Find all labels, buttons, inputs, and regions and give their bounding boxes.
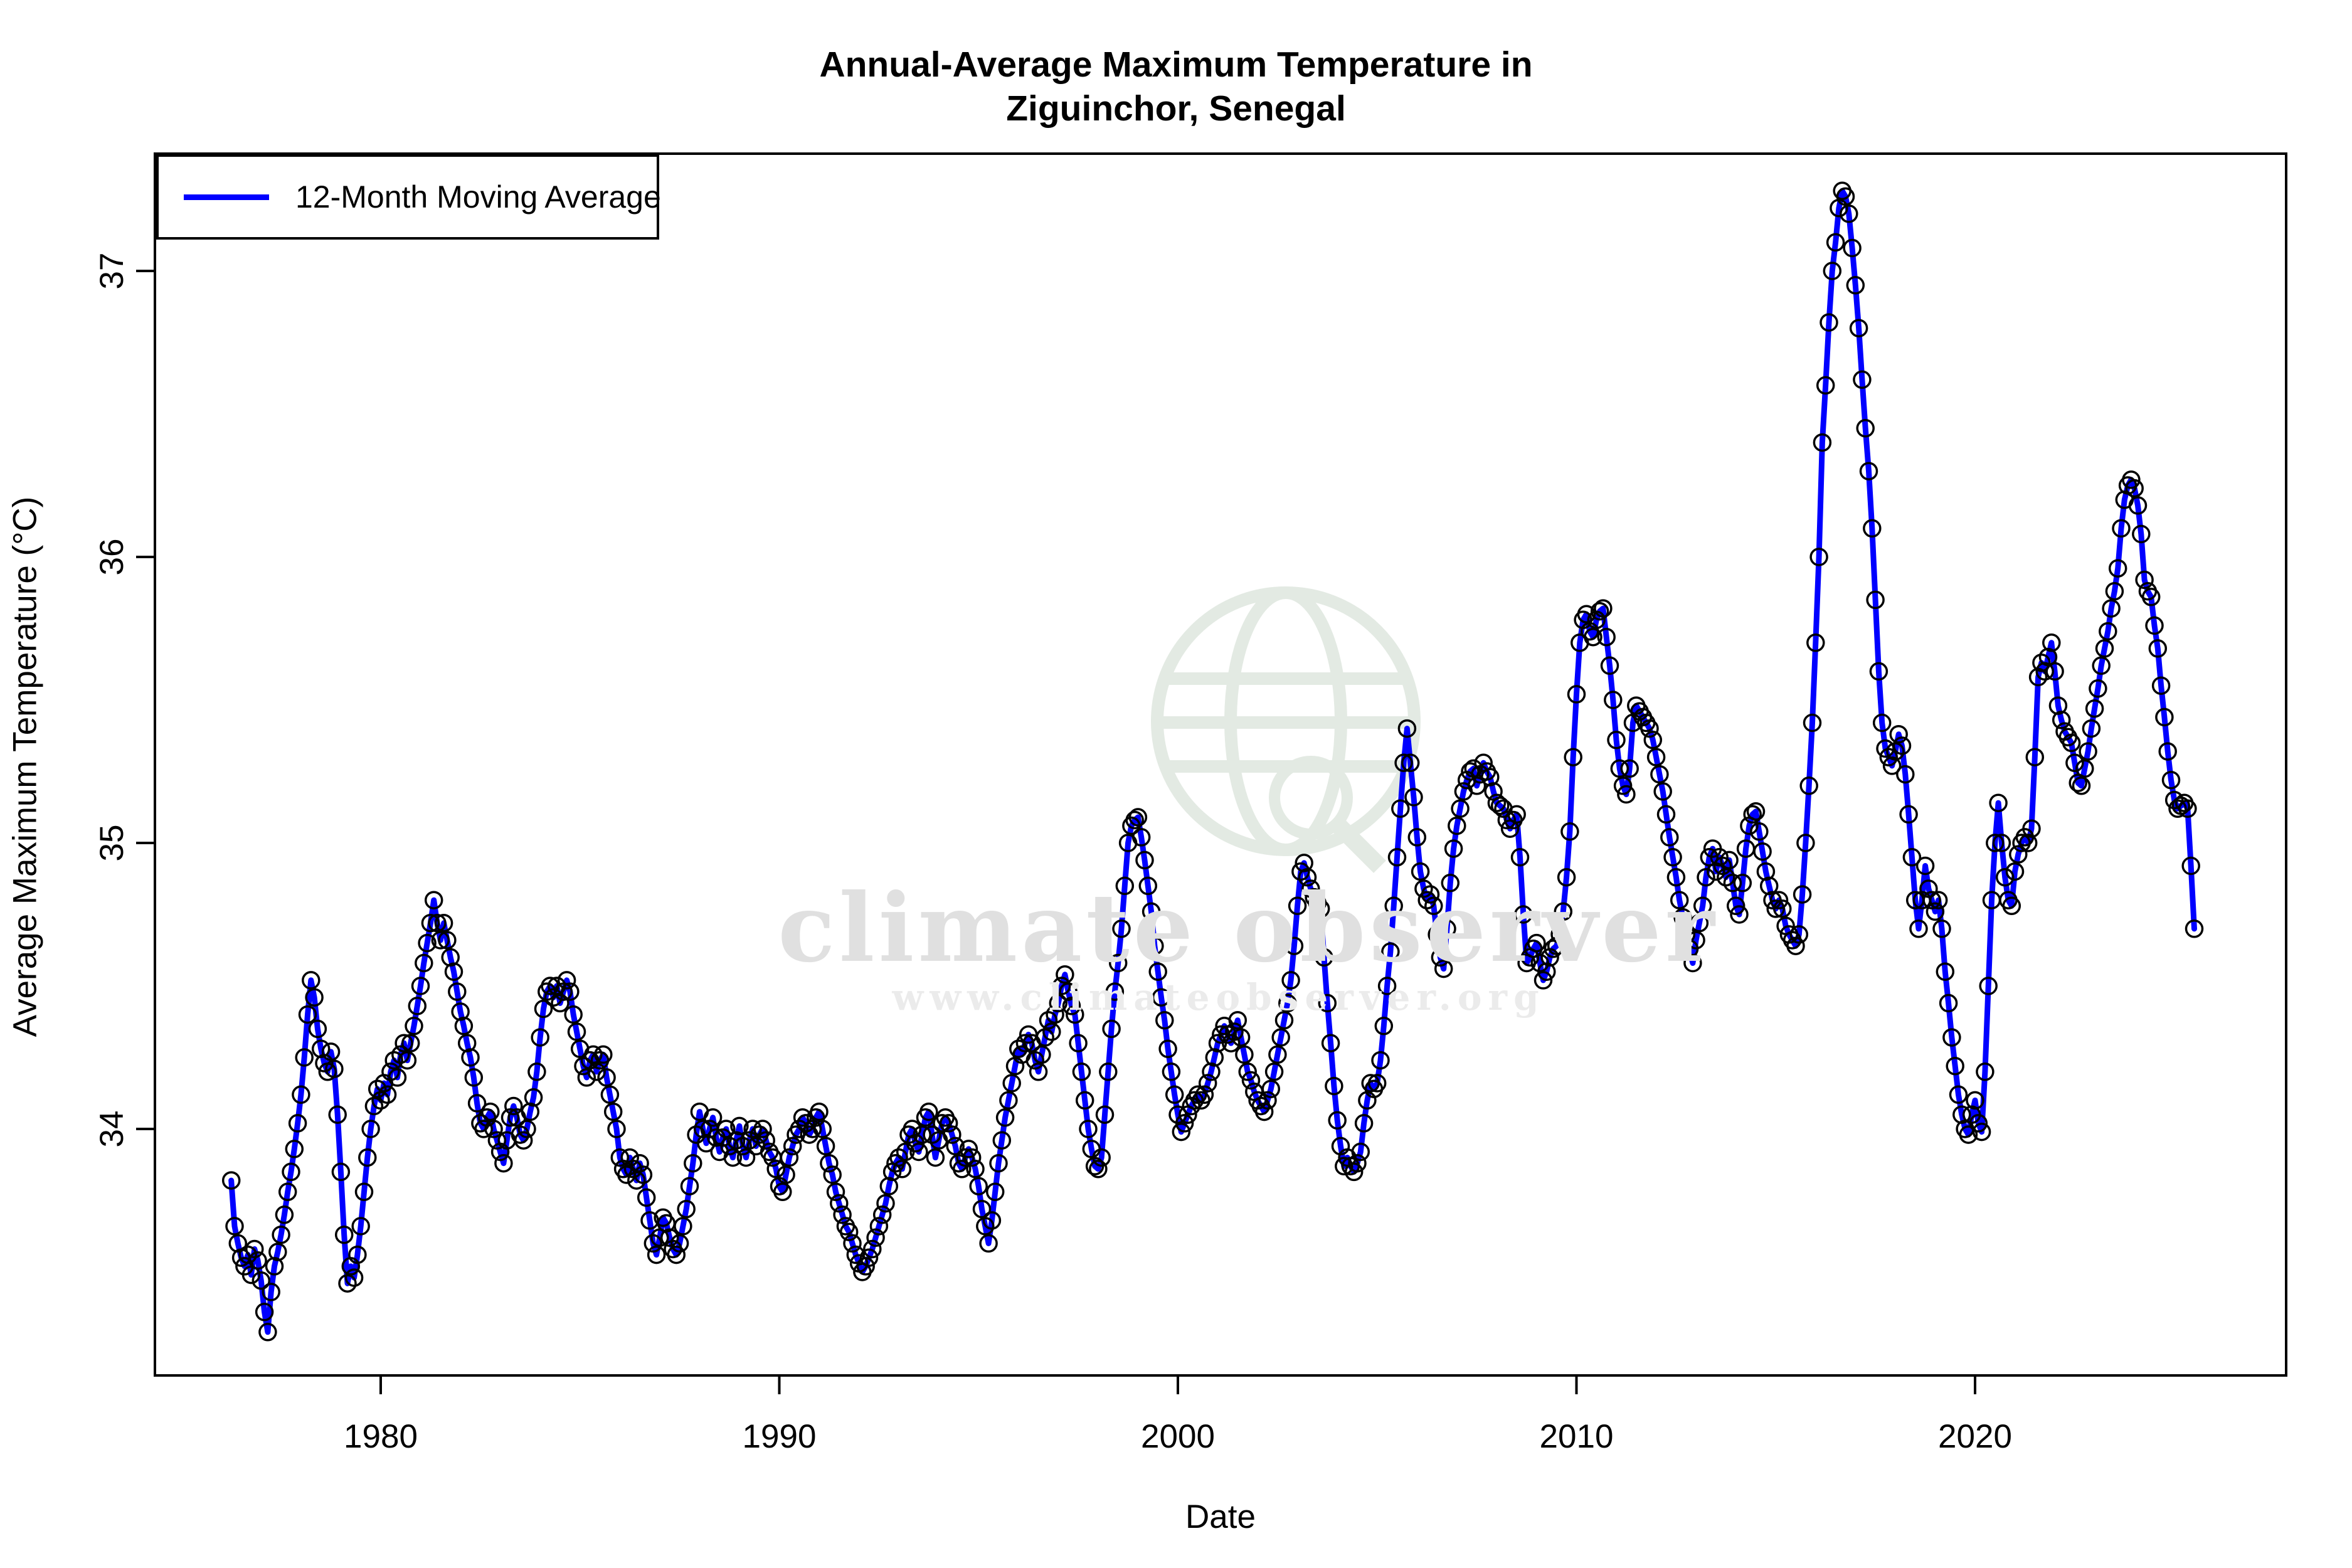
data-point-markers	[221, 181, 2204, 1342]
x-tick-label: 2000	[1141, 1418, 1215, 1455]
watermark-text: climate observer	[778, 873, 1719, 983]
chart-title: Annual-Average Maximum Temperature in Zi…	[0, 43, 2352, 130]
legend-line-swatch	[184, 194, 269, 200]
x-tick-label: 1980	[344, 1418, 418, 1455]
x-tick-label: 1990	[743, 1418, 817, 1455]
watermark-url: www.climateobserver.org	[892, 976, 1545, 1019]
x-axis-title: Date	[1185, 1498, 1256, 1535]
y-axis-title: Average Maximum Temperature (°C)	[6, 496, 44, 1037]
y-tick-label: 34	[93, 1111, 130, 1148]
y-tick-label: 36	[93, 539, 130, 576]
plot-border	[154, 152, 2287, 1377]
legend-box: 12-Month Moving Average	[156, 154, 661, 240]
x-axis-ticks: 1980 1990 2000 2010 2020	[344, 1375, 2012, 1455]
x-tick-label: 2010	[1540, 1418, 1614, 1455]
y-tick-label: 37	[93, 253, 130, 290]
y-axis-ticks: 34 35 36 37	[93, 253, 155, 1148]
chart-title-line1: Annual-Average Maximum Temperature in	[819, 45, 1533, 85]
y-tick-label: 35	[93, 825, 130, 862]
legend-label: 12-Month Moving Average	[295, 179, 661, 215]
globe-with-magnifier-icon	[1151, 586, 1421, 873]
x-tick-label: 2020	[1938, 1418, 2012, 1455]
chart-title-line2: Ziguinchor, Senegal	[1006, 88, 1346, 129]
